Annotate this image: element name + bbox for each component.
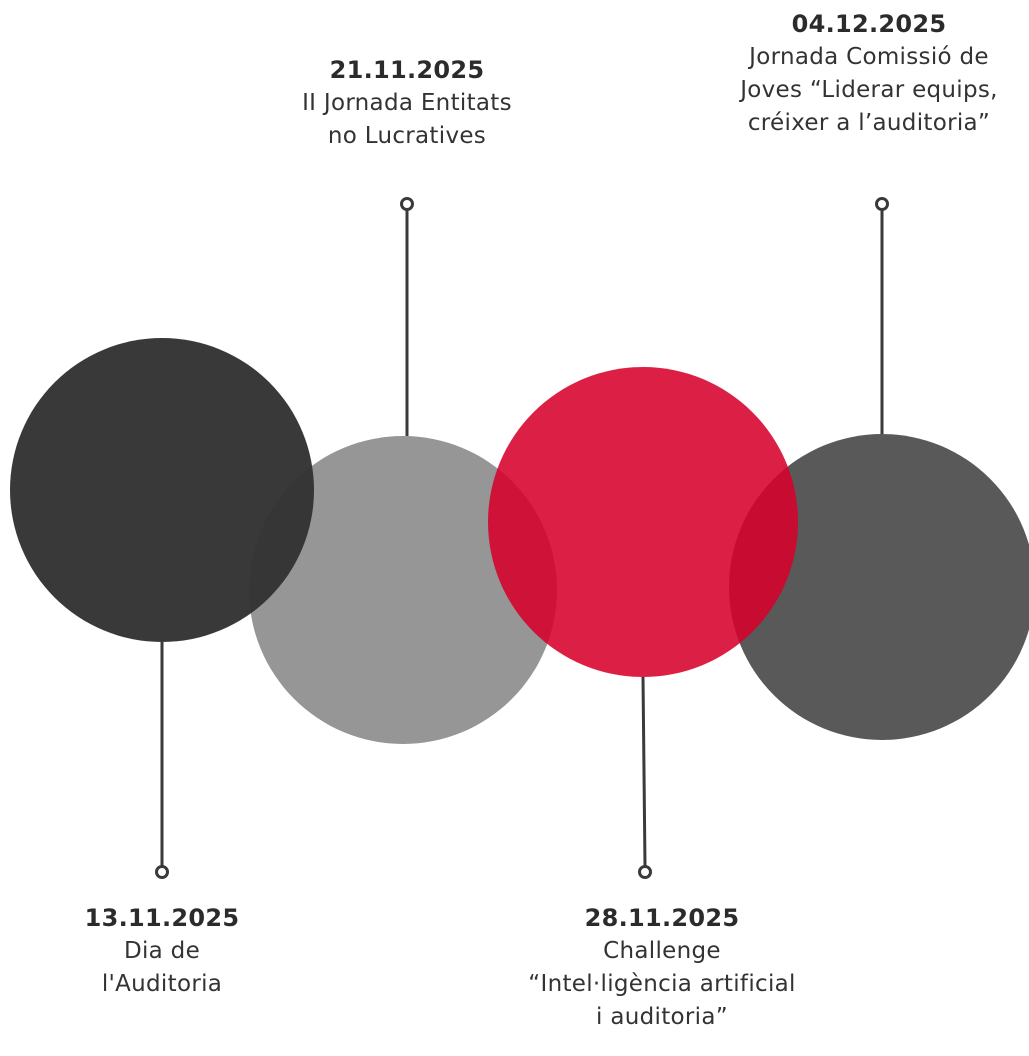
event-circle-challenge-ia — [488, 367, 798, 677]
event-title-line: Challenge — [603, 938, 721, 964]
event-title-line: II Jornada Entitats — [302, 90, 512, 116]
connector-dot-dia-auditoria — [155, 865, 169, 879]
event-circle-jornada-entitats — [249, 436, 557, 744]
event-circle-dia-auditoria — [10, 338, 314, 642]
event-date: 28.11.2025 — [584, 904, 740, 932]
connector-dot-jornada-entitats — [400, 197, 414, 211]
event-title-line: Joves “Liderar equips, — [740, 77, 998, 103]
event-title-line: “Intel·ligència artificial — [528, 971, 796, 997]
event-title-line: l'Auditoria — [101, 971, 223, 997]
event-title-line: i auditoria” — [596, 1004, 728, 1030]
event-label-challenge-ia: 28.11.2025 Challenge “Intel·ligència art… — [482, 902, 842, 1034]
event-label-dia-auditoria: 13.11.2025 Dia de l'Auditoria — [37, 902, 287, 1001]
event-title-line: Jornada Comissió de — [749, 44, 989, 70]
event-circle-jornada-joves — [729, 434, 1029, 740]
event-label-jornada-joves: 04.12.2025 Jornada Comissió de Joves “Li… — [710, 8, 1028, 140]
event-date: 21.11.2025 — [329, 56, 485, 84]
connector-dot-challenge-ia — [638, 865, 652, 879]
event-date: 13.11.2025 — [84, 904, 240, 932]
connector-dot-jornada-joves — [875, 197, 889, 211]
event-date: 04.12.2025 — [791, 10, 947, 38]
event-title-line: Dia de — [123, 938, 201, 964]
connector-line-challenge-ia — [641, 676, 647, 867]
event-title-line: no Lucratives — [327, 123, 487, 149]
event-title-line: créixer a l’auditoria” — [747, 110, 991, 136]
event-label-jornada-entitats: 21.11.2025 II Jornada Entitats no Lucrat… — [232, 54, 582, 153]
